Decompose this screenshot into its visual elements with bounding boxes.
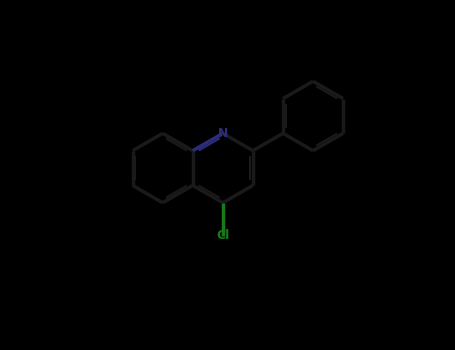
Text: Cl: Cl	[216, 229, 229, 242]
Text: N: N	[217, 127, 228, 140]
